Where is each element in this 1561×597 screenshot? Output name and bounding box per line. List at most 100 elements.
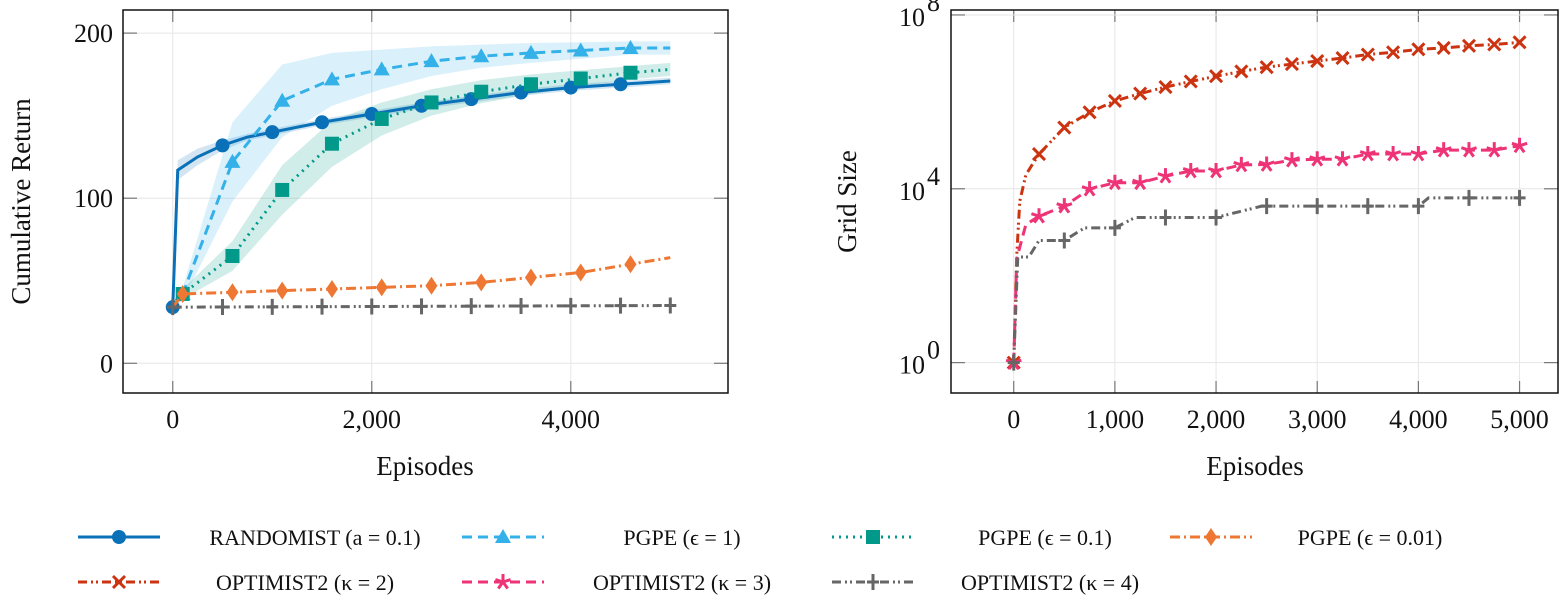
data-point-plus <box>1108 219 1121 236</box>
y-axis-label: Cumulative Return <box>6 98 36 305</box>
y-tick-exponent: 4 <box>927 162 940 191</box>
legend-marker-circle <box>112 530 126 544</box>
data-point-square <box>324 136 339 151</box>
data-point-x <box>1411 42 1426 57</box>
data-point-star <box>1435 142 1452 158</box>
data-point-star <box>1385 146 1402 162</box>
legend-marker-plus <box>867 574 879 590</box>
data-point-plus <box>1311 198 1324 215</box>
data-point-square <box>623 65 638 80</box>
data-point-plus <box>1260 198 1273 215</box>
data-point-x <box>1234 64 1249 79</box>
legend-label: OPTIMIST2 (κ = 3) <box>593 570 771 595</box>
right-chart-grid-size: 0 1,000 2,000 3,000 4,000 5,000100104108Episo… <box>832 0 1559 481</box>
data-point-plus <box>515 298 528 314</box>
data-point-star <box>1030 208 1048 224</box>
data-point-triangle <box>423 53 440 68</box>
data-point-square <box>523 77 538 92</box>
x-axis-label: Episodes <box>1206 451 1304 481</box>
data-point-x <box>1259 60 1274 75</box>
data-point-x <box>1031 146 1047 162</box>
data-point-circle <box>315 115 330 130</box>
data-point-x <box>1512 35 1527 50</box>
legend-item: PGPE (ϵ = 0.01) <box>1170 525 1442 550</box>
data-point-triangle <box>274 92 291 107</box>
series-line <box>171 67 671 309</box>
data-point-star <box>1283 152 1301 168</box>
data-point-x <box>1107 93 1122 109</box>
data-point-diamond <box>226 283 239 302</box>
data-point-triangle <box>473 48 490 63</box>
data-point-plus <box>216 298 229 315</box>
data-point-diamond <box>176 284 189 303</box>
data-point-plus <box>1513 189 1526 206</box>
left-chart-return: 0 2,000 4,000 0 100 200 Episodes Cumulative Ret… <box>6 9 729 481</box>
y-tick-label: 200 <box>74 19 113 48</box>
series-line <box>171 46 671 309</box>
y-axis-label: Grid Size <box>832 150 862 253</box>
data-point-star <box>1258 156 1275 172</box>
legend-item: OPTIMIST2 (κ = 2) <box>78 570 394 595</box>
series-line <box>171 79 671 308</box>
legend-marker-square <box>866 530 880 544</box>
plot-frame <box>122 9 729 394</box>
data-point-circle <box>613 77 628 92</box>
data-point-diamond <box>524 268 537 287</box>
data-point-star <box>1106 174 1123 191</box>
data-point-diamond <box>425 276 438 295</box>
data-point-diamond <box>325 279 338 298</box>
series-line <box>171 256 671 309</box>
data-point-plus <box>465 298 478 315</box>
legend: RANDOMIST (a = 0.1) PGPE (ϵ = 1) PGPE (ϵ =… <box>78 525 1442 595</box>
data-point-diamond <box>375 278 388 297</box>
data-point-triangle <box>373 61 390 76</box>
data-point-star <box>1309 151 1326 167</box>
data-point-star <box>1511 137 1528 154</box>
data-point-square <box>573 71 588 86</box>
data-point-diamond <box>624 255 637 274</box>
data-point-triangle <box>622 39 639 54</box>
data-point-plus <box>1361 198 1374 215</box>
legend-item: PGPE (ϵ = 0.1) <box>832 525 1112 550</box>
legend-label: RANDOMIST (a = 0.1) <box>209 525 420 550</box>
data-point-triangle <box>572 42 589 57</box>
data-point-plus <box>1210 209 1223 226</box>
legend-label: OPTIMIST2 (κ = 2) <box>216 570 394 595</box>
x-axis-label: Episodes <box>376 451 474 481</box>
y-tick-label: 10 <box>899 351 925 380</box>
y-tick-label: 10 <box>899 177 925 206</box>
legend-label: PGPE (ϵ = 0.01) <box>1298 525 1443 550</box>
x-tick-label: 2,000 <box>343 405 402 434</box>
data-point-circle <box>265 125 280 140</box>
data-point-star <box>1157 168 1174 184</box>
data-point-square <box>374 111 389 126</box>
x-tick-label: 2,000 <box>1187 405 1246 434</box>
data-point-plus <box>1159 209 1172 226</box>
data-point-triangle <box>323 71 340 86</box>
data-point-square <box>474 84 489 99</box>
data-point-x <box>1133 86 1148 101</box>
legend-label: PGPE (ϵ = 0.1) <box>978 525 1112 550</box>
data-point-x <box>1057 120 1072 135</box>
data-point-star <box>1056 198 1073 214</box>
data-point-star <box>1132 174 1149 191</box>
x-tick-label: 4,000 <box>1389 405 1448 434</box>
series-line <box>1012 40 1520 363</box>
data-point-diamond <box>276 281 289 300</box>
data-point-plus <box>1007 354 1020 371</box>
data-point-diamond <box>574 263 587 282</box>
data-point-x <box>1335 50 1350 66</box>
data-point-star <box>1486 142 1503 158</box>
data-point-plus <box>365 298 378 315</box>
legend-item: PGPE (ϵ = 1) <box>462 525 741 550</box>
legend-marker-diamond <box>1205 528 1217 546</box>
legend-item: OPTIMIST2 (κ = 4) <box>832 570 1139 595</box>
data-point-circle <box>215 138 230 153</box>
y-tick-exponent: 0 <box>927 336 940 365</box>
data-point-x <box>1208 69 1224 84</box>
data-point-square <box>275 182 290 197</box>
data-point-diamond <box>475 273 488 292</box>
data-point-x <box>1386 45 1401 60</box>
data-point-square <box>424 95 439 110</box>
